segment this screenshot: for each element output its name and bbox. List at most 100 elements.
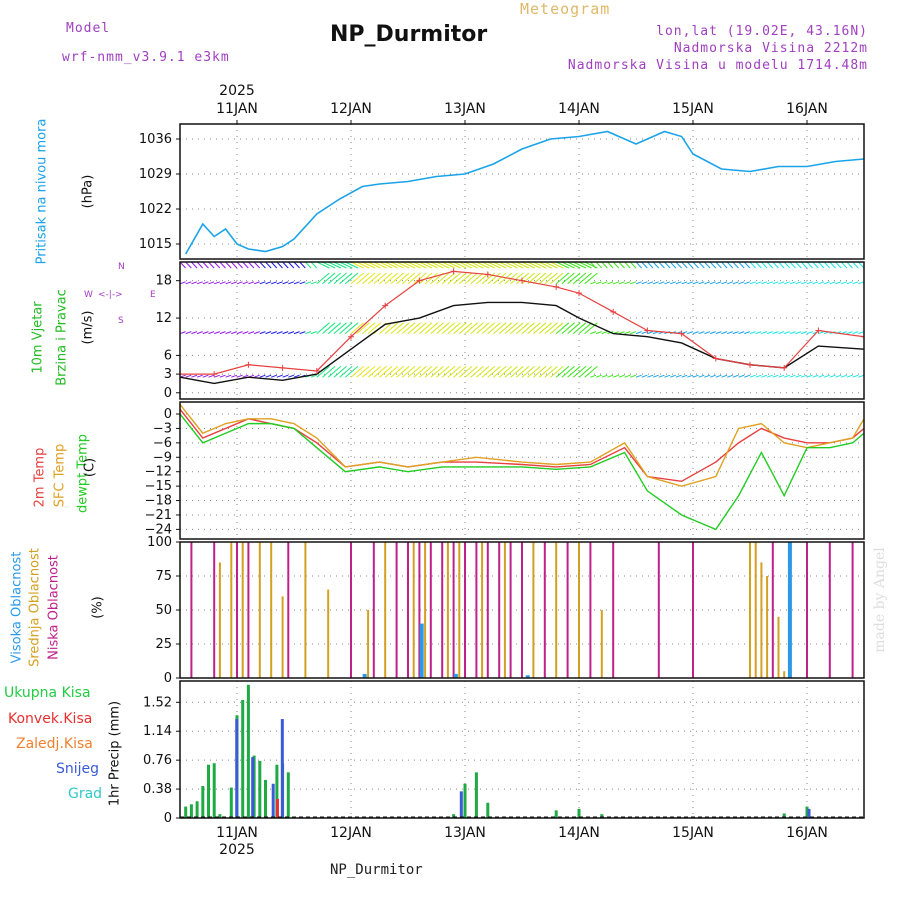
wind-barb — [253, 261, 261, 269]
cloud-ytick-label-1: 25 — [155, 637, 172, 652]
pressure-ytick-label-1: 1022 — [139, 202, 172, 217]
wind-barb — [544, 366, 558, 378]
cloud-bar-0 — [350, 542, 352, 678]
wind-barb — [424, 272, 439, 285]
wind-barb — [595, 261, 603, 269]
cloud-bar-1 — [384, 542, 387, 678]
wind-barb — [567, 272, 581, 285]
wind-barb — [858, 374, 864, 378]
wind-barb — [835, 374, 842, 378]
wind-barb — [704, 374, 711, 378]
wind-barb — [812, 374, 819, 378]
wind-barb — [390, 366, 404, 378]
compass-east: E — [150, 290, 156, 300]
wind-barb — [550, 261, 564, 269]
cloud-bar-1 — [446, 542, 449, 678]
wind-barb — [687, 331, 694, 335]
wind-barb — [214, 281, 220, 285]
wind-barb — [270, 261, 278, 269]
temp-ytick-label-6: −6 — [153, 436, 172, 451]
wind-barb — [647, 261, 654, 269]
wind-barb — [464, 322, 478, 334]
cloud-ytick-label-2: 50 — [155, 603, 172, 618]
wind-barb — [647, 331, 654, 335]
wind-barb — [709, 374, 716, 378]
precip-bar-1 — [251, 757, 255, 818]
wind-barb — [447, 322, 461, 334]
wind-barb — [310, 374, 317, 378]
cloud-bar-1 — [777, 616, 780, 678]
compass-north: N — [118, 262, 125, 272]
wind-barb — [761, 331, 768, 335]
wind-barb — [692, 374, 699, 378]
precip-bar-0 — [275, 764, 279, 818]
wind-barb — [208, 281, 215, 285]
wind-barb — [259, 374, 266, 378]
wind-barb — [356, 272, 370, 285]
wind-barb — [253, 374, 260, 378]
precip-bar-0 — [463, 783, 467, 818]
precip-bar-1 — [235, 719, 239, 818]
cloud-bar-0 — [806, 542, 808, 678]
wind-barb — [692, 261, 699, 269]
wind-barb — [214, 331, 220, 335]
wind-barb — [327, 261, 342, 269]
wind-barb — [578, 272, 592, 285]
cloud-bar-2 — [453, 673, 458, 678]
wind-barb — [316, 261, 330, 269]
wind-barb — [384, 322, 399, 334]
wind-barb — [818, 261, 825, 269]
temp-ytick-label-1: −21 — [145, 508, 172, 523]
wind-barb — [744, 281, 751, 285]
wind-barb — [567, 261, 581, 269]
wind-barb — [857, 261, 864, 269]
precip-bar-0 — [600, 814, 604, 818]
cloud-bar-0 — [407, 542, 409, 678]
wind-barb — [248, 331, 255, 335]
wind-barb — [362, 272, 376, 285]
wind-barb — [333, 272, 347, 285]
wind-barb — [852, 281, 859, 285]
wind-barb — [846, 261, 853, 269]
wind-barb — [590, 261, 597, 269]
cloud-bar-0 — [372, 542, 375, 678]
wind-barb — [202, 281, 209, 285]
wind-barb — [293, 374, 300, 378]
wind-gust-marker — [382, 302, 389, 309]
wind-barb — [727, 374, 733, 378]
wind-barb — [618, 261, 625, 269]
wind-barb — [384, 261, 399, 269]
cloud-bar-0 — [287, 542, 290, 678]
wind-barb — [675, 281, 682, 285]
cloud-bar-2 — [787, 542, 792, 678]
precip-bar-0 — [241, 700, 245, 818]
wind-barb — [624, 281, 631, 285]
wind-gust-marker — [861, 333, 864, 340]
wind-barb — [715, 261, 722, 269]
wind-barb — [527, 261, 541, 269]
wind-barb — [265, 281, 272, 285]
wind-barb — [698, 261, 705, 269]
temp-line-1 — [180, 403, 864, 487]
wind-barb — [510, 366, 524, 378]
wind-barb — [772, 281, 779, 285]
wind-barb — [709, 261, 717, 269]
wind-barb — [823, 261, 831, 269]
wind-barb — [441, 366, 456, 378]
wind-barb — [686, 261, 694, 269]
wind-barb — [664, 261, 671, 269]
wind-barb — [772, 261, 779, 269]
wind-barb — [846, 374, 853, 378]
wind-barb — [305, 331, 312, 335]
top-day-label-5: 16JAN — [786, 101, 828, 117]
precip-ytick-label-1: 0.38 — [143, 782, 172, 797]
temp-ytick-label-3: −15 — [145, 479, 172, 494]
wind-barb — [670, 374, 676, 378]
wind-barb — [715, 374, 722, 378]
top-day-label-4: 15JAN — [672, 101, 714, 117]
wind-barb — [687, 281, 694, 285]
wind-barb — [521, 322, 535, 334]
wind-barb — [470, 261, 484, 269]
wind-barb — [749, 261, 756, 269]
cloud-bar-0 — [236, 542, 238, 678]
